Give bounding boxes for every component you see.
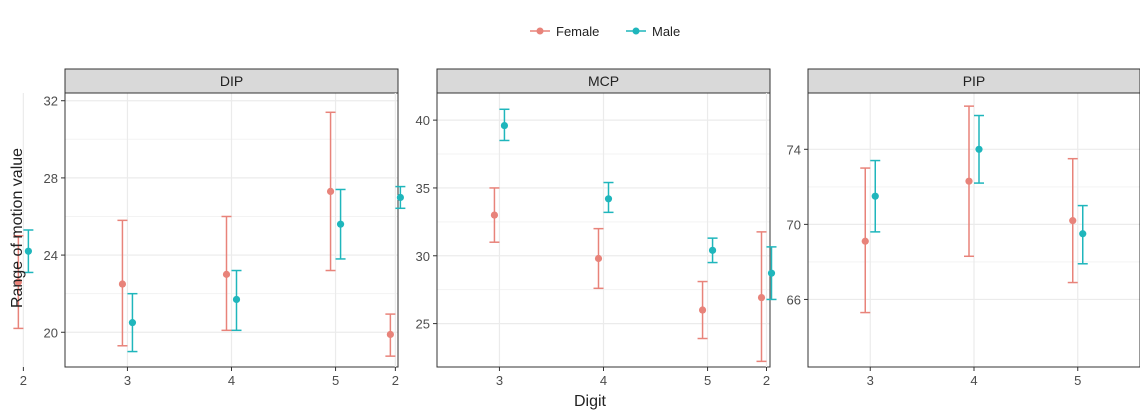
data-point [1069,217,1077,225]
x-tick-label: 4 [228,373,235,388]
series-female [756,105,1078,363]
data-point [386,330,394,339]
y-tick-label: 74 [787,142,801,157]
data-point [500,121,509,130]
series-male [395,108,718,264]
data-point [965,177,973,185]
x-axis-label: Digit [574,393,607,410]
legend-item-female: Female [530,24,599,39]
legend-label: Female [556,24,599,39]
y-tick-label: 40 [416,113,430,128]
data-point [861,237,869,245]
y-tick-label: 28 [44,171,58,186]
data-point [757,293,766,302]
data-point [490,211,499,219]
data-point [326,187,335,196]
data-point [708,246,717,254]
data-point [14,278,22,286]
data-point [232,295,241,304]
legend-label: Male [652,24,680,39]
facet-strip [807,68,1140,94]
data-point [604,195,613,203]
x-tick-label: 4 [970,373,977,388]
legend-item-male: Male [626,24,680,39]
panel-border [436,92,771,368]
data-point [871,192,879,200]
y-tick-label: 70 [787,217,801,232]
data-point [698,306,707,314]
y-tick-label: 20 [44,325,58,340]
y-tick-label: 24 [44,248,58,263]
panel-border [807,92,1140,368]
y-tick-label: 30 [416,249,430,264]
data-point [336,220,345,228]
x-tick-label: 3 [496,373,503,388]
facet-dip: DIP 20 24 28 32 2 3 4 5 [13,68,399,388]
data-point [222,270,231,278]
facet-mcp: MCP 25 30 35 40 2 3 4 5 [385,68,771,388]
series-female [385,187,708,357]
legend: Female Male [530,24,680,39]
data-point [118,280,127,288]
x-tick-label: 2 [392,373,399,388]
series-male [766,114,1088,301]
y-tick-label: 35 [416,181,430,196]
x-tick-label: 3 [867,373,874,388]
x-tick-label: 5 [332,373,339,388]
legend-key-point [536,27,544,35]
y-tick-label: 25 [416,317,430,332]
facet-strip [64,68,399,94]
x-tick-label: 4 [600,373,607,388]
series-male [23,188,346,353]
data-point [1079,230,1087,238]
facet-strip-label: PIP [963,73,986,89]
x-tick-label: 2 [20,373,27,388]
facet-strip-label: DIP [220,73,243,89]
facet-strip [436,68,771,94]
data-point [975,145,983,153]
facet-pip: PIP 66 70 74 2 3 4 5 [756,68,1140,388]
x-tick-label: 5 [704,373,711,388]
data-point [128,319,137,327]
x-tick-label: 3 [124,373,131,388]
series-female [13,111,336,347]
y-axis-label: Range of motion value [9,148,26,308]
y-tick-label: 66 [787,292,801,307]
data-point [396,193,404,202]
panel-border [64,92,399,368]
data-point [594,254,603,263]
x-tick-label: 2 [763,373,770,388]
data-point [24,247,32,255]
y-tick-label: 32 [44,94,58,109]
legend-key-point [632,27,640,35]
facet-strip-label: MCP [588,73,619,89]
x-tick-label: 5 [1074,373,1081,388]
data-point [767,269,776,277]
